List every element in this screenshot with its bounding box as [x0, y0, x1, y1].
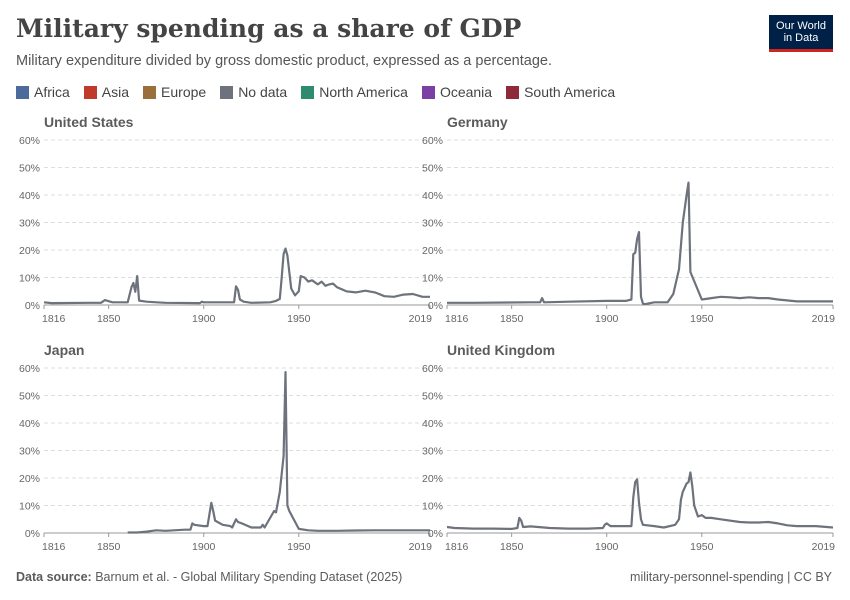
y-tick-label: 0%: [25, 528, 40, 540]
x-tick-label: 1816: [42, 313, 66, 325]
y-tick-label: 40%: [422, 418, 443, 430]
y-tick-label: 10%: [19, 501, 40, 513]
legend-item-africa[interactable]: Africa: [16, 84, 70, 100]
x-tick-label: 1950: [690, 541, 714, 553]
legend-item-south-america[interactable]: South America: [506, 84, 615, 100]
y-tick-label: 50%: [422, 163, 443, 175]
y-tick-label: 50%: [422, 391, 443, 403]
data-source-text[interactable]: Barnum et al. - Global Military Spending…: [95, 570, 403, 584]
x-tick-label: 1816: [42, 541, 66, 553]
x-tick-label: 2019: [812, 313, 836, 325]
legend-item-europe[interactable]: Europe: [143, 84, 206, 100]
legend-swatch: [421, 85, 435, 99]
panel-title: United Kingdom: [447, 342, 555, 358]
y-tick-label: 60%: [422, 135, 443, 147]
legend-swatch: [16, 85, 29, 99]
x-tick-label: 2019: [812, 541, 836, 553]
series-line: [446, 471, 834, 530]
logo-line-2: in Data: [783, 32, 819, 44]
x-tick-label: 2019: [409, 313, 433, 325]
series-line: [127, 371, 430, 534]
chart-subtitle: Military expenditure divided by gross do…: [16, 53, 552, 69]
chart-title: Military spending as a share of GDP: [16, 14, 522, 43]
y-tick-label: 20%: [422, 245, 443, 257]
series-line: [447, 181, 833, 306]
x-tick-label: 1950: [287, 541, 311, 553]
y-tick-label: 30%: [19, 446, 40, 458]
y-tick-label: 40%: [19, 418, 40, 430]
y-tick-label: 20%: [19, 473, 40, 485]
x-tick-label: 1850: [500, 541, 524, 553]
y-tick-label: 20%: [422, 473, 443, 485]
legend-label: North America: [319, 84, 408, 100]
data-source-label: Data source:: [16, 570, 92, 584]
legend-swatch: [301, 85, 315, 99]
legend-label: South America: [524, 84, 616, 100]
legend-label: Africa: [34, 84, 70, 100]
y-tick-label: 60%: [19, 135, 40, 147]
x-tick-label: 1950: [287, 313, 311, 325]
x-tick-label: 1900: [192, 541, 216, 553]
series-line: [43, 247, 430, 305]
x-tick-label: 1850: [97, 541, 121, 553]
x-tick-label: 1850: [97, 313, 121, 325]
x-tick-label: 1816: [445, 541, 469, 553]
x-tick-label: 1900: [595, 541, 619, 553]
data-source: Data source: Barnum et al. - Global Mili…: [16, 570, 402, 584]
legend-label: Europe: [161, 84, 207, 100]
y-tick-label: 20%: [19, 245, 40, 257]
x-tick-label: 1816: [445, 313, 469, 325]
y-tick-label: 50%: [19, 391, 40, 403]
x-tick-label: 1900: [192, 313, 216, 325]
y-tick-label: 30%: [19, 218, 40, 230]
y-tick-label: 10%: [19, 273, 40, 285]
legend-label: Oceania: [439, 84, 493, 100]
legend-item-no-data[interactable]: No data: [220, 84, 287, 100]
y-tick-label: 50%: [19, 163, 40, 175]
legend-swatch: [506, 85, 520, 99]
legend-item-oceania[interactable]: Oceania: [421, 84, 493, 100]
panel-title: United States: [44, 114, 134, 130]
y-tick-label: 40%: [19, 190, 40, 202]
y-tick-label: 30%: [422, 218, 443, 230]
legend-label: Asia: [101, 84, 130, 100]
y-tick-label: 10%: [422, 501, 443, 513]
footer-credit[interactable]: military-personnel-spending | CC BY: [630, 570, 832, 584]
legend-item-asia[interactable]: Asia: [83, 84, 130, 100]
x-tick-label: 1850: [500, 313, 524, 325]
y-tick-label: 40%: [422, 190, 443, 202]
legend-item-north-america[interactable]: North America: [301, 84, 408, 100]
y-tick-label: 10%: [422, 273, 443, 285]
y-tick-label: 60%: [422, 363, 443, 375]
x-tick-label: 1900: [595, 313, 619, 325]
logo-line-1: Our World: [776, 20, 826, 32]
owid-logo[interactable]: Our World in Data: [769, 15, 833, 52]
legend-swatch: [220, 85, 234, 99]
panel-title: Japan: [44, 342, 84, 358]
legend-swatch: [143, 85, 157, 99]
y-tick-label: 0%: [428, 528, 443, 540]
y-tick-label: 30%: [422, 446, 443, 458]
panel-title: Germany: [447, 114, 508, 130]
x-tick-label: 1950: [690, 313, 714, 325]
legend-label: No data: [238, 84, 288, 100]
y-tick-label: 0%: [25, 300, 40, 312]
y-tick-label: 60%: [19, 363, 40, 375]
x-tick-label: 2019: [409, 541, 433, 553]
y-tick-label: 0%: [428, 300, 443, 312]
legend: Africa Asia Europe No data North America…: [16, 84, 615, 100]
legend-swatch: [83, 85, 97, 99]
